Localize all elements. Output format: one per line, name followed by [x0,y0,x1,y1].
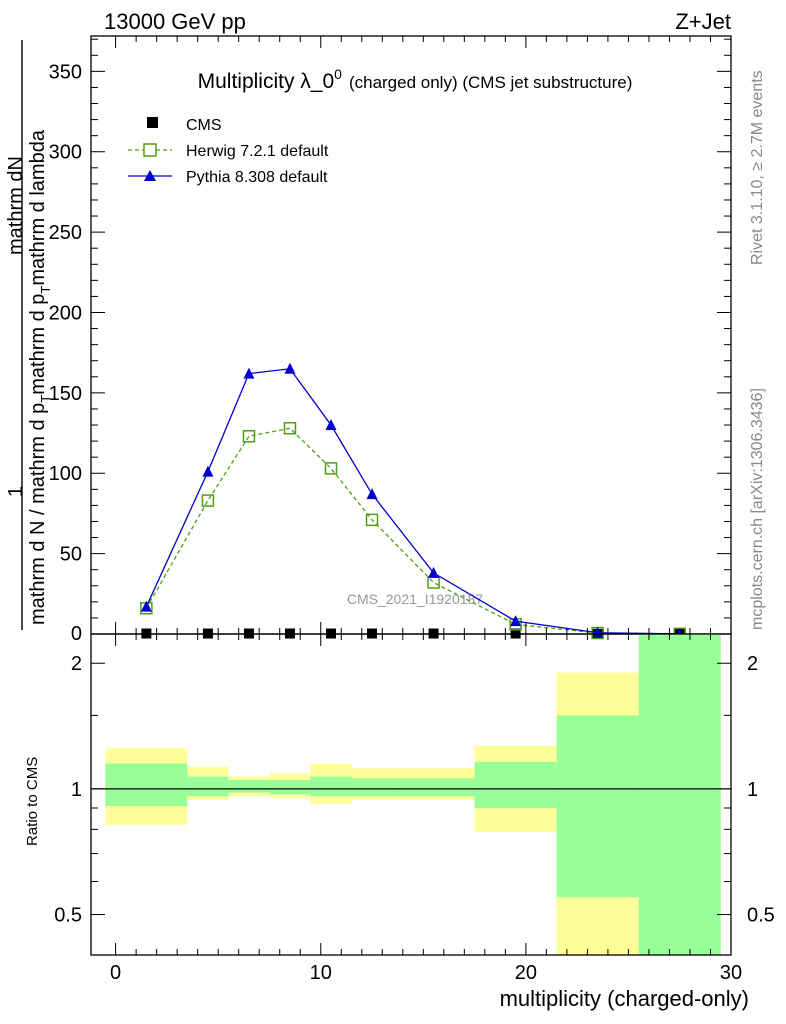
point-1-2 [242,430,256,443]
xlabel: multiplicity (charged-only) [500,986,749,1011]
ylabel-den-part2: mathrm d p [27,294,49,395]
point-1-3 [283,421,297,435]
ratio-band-stat-9 [638,634,721,955]
point-1-4 [324,462,338,475]
point-2-7 [510,615,522,627]
point-1-5 [365,513,379,527]
ratio-band-stat-4 [310,776,352,797]
plot-title-sup: 0 [334,66,342,82]
y-tick-label: 0 [71,623,82,645]
point-1-1 [201,494,215,507]
ratio-band-stat-6 [392,778,475,797]
ylabel-top-part1: mathrm d [5,171,27,255]
ratio-band-stat-0 [105,763,188,806]
ratio-axes: 0 10 20 30 0.5 0.5 1 1 2 2 [54,633,775,984]
ratio-y-tick-label: 0.5 [54,905,82,927]
ratio-y-tick-label: 2 [71,653,82,675]
x-tick-label: 0 [110,962,121,984]
process-label: Z+Jet [675,9,731,34]
ratio-band-stat-2 [228,780,270,793]
legend-label-pythia: Pythia 8.308 default [186,169,328,186]
ylabel-denominator: mathrm d N / mathrm d pTmathrm d pTmathr… [27,129,53,625]
ratio-band-stat-1 [187,776,229,797]
x-tick-label: 30 [720,962,742,984]
legend: CMS Herwig 7.2.1 default Pythia 8.308 de… [128,117,329,186]
series-line-1 [145,427,680,635]
plot-title-main: Multiplicity λ_0 [198,70,335,93]
ratio-band-stat-7 [474,761,557,808]
point-2-8 [592,626,604,638]
mcplots-label: mcplots.cern.ch [arXiv:1306.3436] [749,388,766,630]
x-tick-label: 20 [515,962,537,984]
ylabel-den-sub1: T [38,395,53,403]
x-tick-label: 10 [310,962,332,984]
ratio-y-tick-label-right: 2 [747,653,758,675]
legend-marker-herwig [143,143,157,157]
ratio-ylabel: Ratio to CMS [24,757,41,846]
legend-label-cms: CMS [186,117,222,134]
legend-marker-cms [147,117,158,128]
y-tick-label: 50 [60,544,82,566]
point-2-5 [366,488,378,500]
ratio-band-stat-3 [269,780,311,795]
legend-marker-pythia [144,170,156,181]
ratio-frame [90,633,732,956]
point-1-6 [427,576,440,589]
point-2-4 [325,419,337,431]
ratio-band-stat-5 [351,778,393,797]
point-2-3 [284,362,296,374]
point-2-2 [243,367,255,379]
ratio-y-tick-label: 1 [71,779,82,801]
ylabel-den-part1: mathrm d N / mathrm d p [27,403,49,625]
ylabel-den-part3: mathrm d lambda [27,129,49,285]
plot-title-suffix: (charged only) (CMS jet substructure) [349,73,632,92]
y-tick-label: 150 [49,383,82,405]
point-2-1 [202,465,214,477]
ylabel-numerator: 1 [5,486,27,497]
ylabel-den-sub2: T [38,286,53,294]
legend-label-herwig: Herwig 7.2.1 default [186,143,329,160]
y-tick-label: 300 [49,142,82,164]
watermark: CMS_2021_I1920187 [347,591,483,607]
plot-title: Multiplicity λ_00 (charged only) (CMS jet… [198,66,633,93]
main-ylabel: 1 mathrm d N / mathrm d pTmathrm d pTmat… [5,40,53,630]
y-tick-label: 250 [49,222,82,244]
point-2-6 [428,566,440,578]
energy-label: 13000 GeV pp [104,9,246,34]
ratio-plot-area [91,634,731,955]
y-tick-label: 100 [49,463,82,485]
ratio-band-stat-8 [556,715,639,898]
series-line-2 [145,368,680,635]
ylabel-top: mathrm dN [5,156,27,255]
ratio-y-tick-label-right: 0.5 [747,905,775,927]
point-2-0 [140,600,152,612]
rivet-label: Rivet 3.1.10, ≥ 2.7M events [749,70,766,265]
ylabel-top-part2: N [5,156,27,170]
ratio-y-tick-label-right: 1 [747,779,758,801]
y-tick-label: 350 [49,61,82,83]
y-tick-label: 200 [49,302,82,324]
